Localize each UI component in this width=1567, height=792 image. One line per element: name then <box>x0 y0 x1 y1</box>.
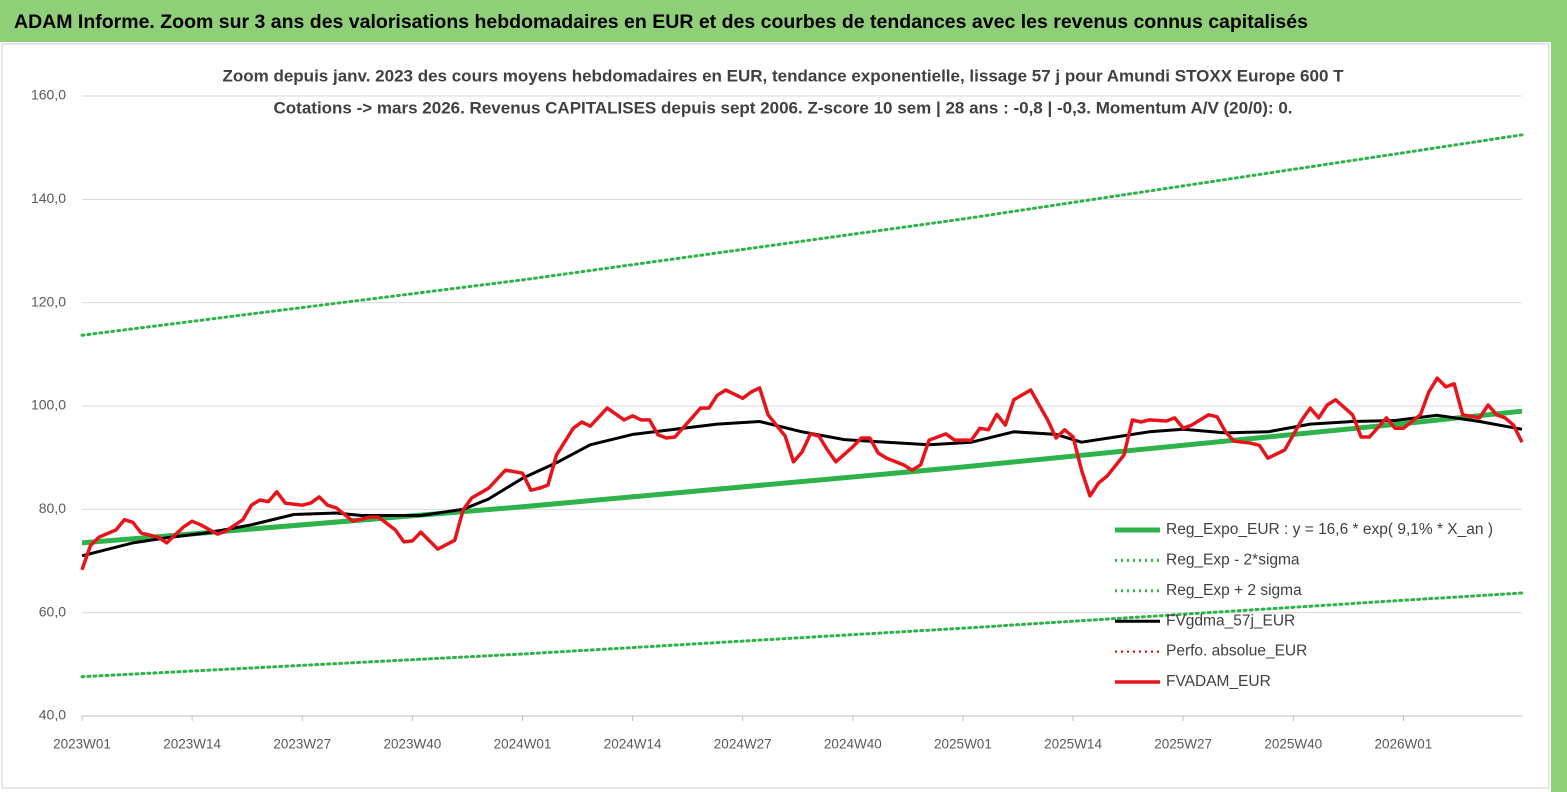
legend-label: Reg_Exp + 2 sigma <box>1166 582 1302 599</box>
header-bar <box>0 0 1567 42</box>
y-tick-label: 40,0 <box>39 707 66 723</box>
legend-label: Reg_Exp - 2*sigma <box>1166 551 1300 568</box>
x-tick-label: 2023W14 <box>163 737 221 752</box>
x-tick-label: 2026W01 <box>1375 737 1433 752</box>
y-tick-label: 160,0 <box>31 87 66 103</box>
series-line <box>80 133 1524 337</box>
legend-label: Reg_Expo_EUR : y = 16,6 * exp( 9,1% * X_… <box>1166 521 1493 538</box>
legend-label: FVADAM_EUR <box>1166 673 1271 690</box>
x-tick-label: 2023W40 <box>383 737 441 752</box>
series-line <box>80 591 1524 679</box>
x-tick-label: 2025W14 <box>1044 737 1102 752</box>
x-tick-label: 2024W27 <box>714 737 772 752</box>
x-tick-label: 2024W14 <box>604 737 662 752</box>
page-title: ADAM Informe. Zoom sur 3 ans des valoris… <box>14 11 1308 33</box>
x-tick-label: 2025W40 <box>1264 737 1322 752</box>
y-tick-label: 80,0 <box>39 500 66 516</box>
y-tick-label: 140,0 <box>31 190 66 206</box>
right-edge <box>1551 42 1567 792</box>
series-line <box>81 413 1523 558</box>
x-tick-label: 2023W27 <box>273 737 331 752</box>
y-tick-label: 120,0 <box>31 293 66 309</box>
legend-label: Perfo. absolue_EUR <box>1166 643 1307 660</box>
x-tick-label: 2023W01 <box>53 737 111 752</box>
x-tick-label: 2024W40 <box>824 737 882 752</box>
x-tick-label: 2025W01 <box>934 737 992 752</box>
frame <box>1 43 1550 789</box>
subtitle: Zoom depuis janv. 2023 des cours moyens … <box>222 66 1344 85</box>
x-tick-label: 2024W01 <box>494 737 552 752</box>
legend-label: FVgdma_57j_EUR <box>1166 612 1295 629</box>
subtitle: Cotations -> mars 2026. Revenus CAPITALI… <box>274 98 1293 117</box>
x-tick-label: 2025W27 <box>1154 737 1212 752</box>
series-line <box>80 376 1524 571</box>
y-tick-label: 100,0 <box>31 397 66 413</box>
y-tick-label: 60,0 <box>39 603 66 619</box>
